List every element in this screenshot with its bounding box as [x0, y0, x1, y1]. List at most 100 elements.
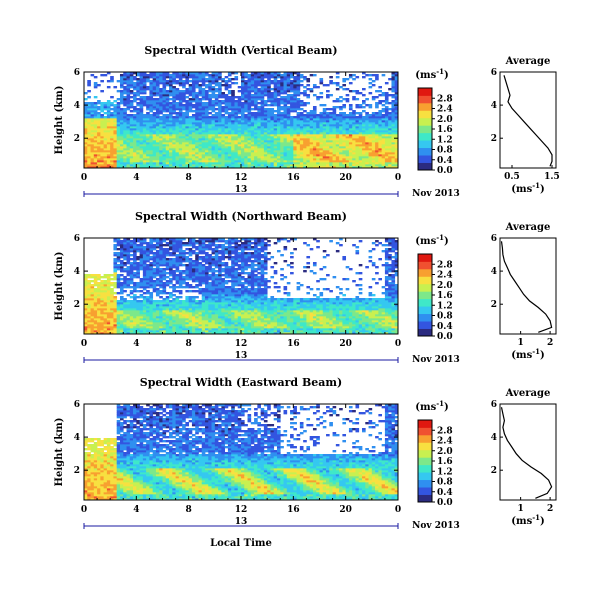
heatmap-cell	[182, 162, 186, 165]
heatmap-cell	[195, 154, 199, 157]
heatmap-cell	[352, 130, 356, 133]
heatmap-cell	[126, 154, 131, 157]
heatmap-cell	[290, 100, 294, 103]
heatmap-cell	[299, 80, 304, 83]
heatmap-cell	[188, 110, 193, 113]
heatmap-cell	[247, 144, 252, 147]
heatmap-cell	[116, 142, 121, 145]
heatmap-cell	[221, 162, 225, 165]
heatmap-cell	[231, 112, 235, 115]
heatmap-cell	[335, 84, 340, 87]
heatmap-cell	[162, 78, 167, 81]
heatmap-cell	[231, 96, 235, 99]
heatmap-cell	[162, 84, 167, 87]
heatmap-cell	[87, 166, 91, 169]
heatmap-cell	[113, 316, 118, 319]
heatmap-cell	[93, 296, 98, 299]
heatmap-cell	[303, 128, 307, 131]
heatmap-cell	[106, 288, 111, 291]
heatmap-cell	[110, 146, 114, 149]
heatmap-cell	[169, 118, 173, 121]
heatmap-cell	[126, 272, 131, 275]
heatmap-cell	[257, 82, 261, 85]
heatmap-cell	[116, 266, 121, 269]
heatmap-cell	[362, 118, 366, 121]
heatmap-cell	[146, 322, 150, 325]
heatmap-cell	[103, 130, 108, 133]
heatmap-cell	[375, 78, 379, 81]
heatmap-cell	[126, 284, 131, 287]
heatmap-cell	[290, 90, 294, 93]
heatmap-cell	[280, 88, 284, 91]
heatmap-cell	[276, 154, 281, 157]
heatmap-cell	[155, 264, 160, 267]
heatmap-cell	[394, 132, 399, 135]
heatmap-cell	[254, 76, 258, 79]
heatmap-cell	[260, 132, 265, 135]
heatmap-cell	[237, 166, 242, 169]
heatmap-cell	[286, 96, 291, 99]
colorbar-tick-label: 2.0	[437, 115, 453, 125]
heatmap-cell	[123, 322, 127, 325]
heatmap-cell	[136, 240, 140, 243]
heatmap-cell	[218, 160, 222, 163]
heatmap-cell	[394, 86, 399, 89]
heatmap-cell	[326, 164, 330, 167]
heatmap-cell	[142, 262, 147, 265]
heatmap-cell	[149, 106, 154, 109]
heatmap-cell	[116, 318, 121, 321]
heatmap-cell	[280, 74, 284, 77]
heatmap-cell	[113, 304, 118, 307]
heatmap-cell	[375, 138, 379, 141]
heatmap-cell	[365, 124, 369, 127]
heatmap-cell	[110, 326, 114, 329]
heatmap-cell	[211, 76, 216, 79]
heatmap-cell	[146, 314, 150, 317]
heatmap-cell	[201, 160, 206, 163]
heatmap-cell	[123, 116, 127, 119]
heatmap-cell	[384, 124, 389, 127]
heatmap-cell	[97, 144, 101, 147]
heatmap-cell	[152, 258, 157, 261]
heatmap-cell	[103, 276, 108, 279]
heatmap-cell	[218, 146, 222, 149]
heatmap-cell	[142, 128, 147, 131]
heatmap-cell	[126, 96, 131, 99]
heatmap-cell	[93, 136, 98, 139]
heatmap-cell	[84, 166, 88, 169]
heatmap-cell	[165, 326, 170, 329]
heatmap-cell	[375, 124, 379, 127]
heatmap-cell	[247, 92, 252, 95]
heatmap-cell	[84, 132, 88, 135]
heatmap-cell	[293, 166, 297, 169]
heatmap-cell	[126, 278, 131, 281]
heatmap-cell	[263, 104, 268, 107]
heatmap-cell	[162, 130, 167, 133]
heatmap-cell	[84, 300, 88, 303]
heatmap-cell	[218, 120, 222, 123]
heatmap-cell	[254, 162, 258, 165]
heatmap-cell	[185, 92, 190, 95]
heatmap-cell	[191, 96, 196, 99]
heatmap-cell	[188, 92, 193, 95]
heatmap-cell	[254, 122, 258, 125]
heatmap-cell	[106, 72, 111, 75]
heatmap-cell	[142, 266, 147, 269]
heatmap-cell	[133, 126, 137, 129]
heatmap-cell	[113, 270, 118, 273]
heatmap-cell	[250, 160, 255, 163]
heatmap-cell	[322, 138, 327, 141]
heatmap-cell	[84, 128, 88, 131]
heatmap-cell	[90, 316, 95, 319]
heatmap-cell	[231, 114, 235, 117]
heatmap-cell	[201, 120, 206, 123]
heatmap-cell	[218, 136, 222, 139]
heatmap-cell	[290, 138, 294, 141]
heatmap-cell	[375, 130, 379, 133]
heatmap-cell	[152, 264, 157, 267]
heatmap-cell	[106, 280, 111, 283]
heatmap-cell	[355, 128, 360, 131]
heatmap-cell	[237, 104, 242, 107]
heatmap-cell	[391, 82, 396, 85]
heatmap-cell	[362, 140, 366, 143]
